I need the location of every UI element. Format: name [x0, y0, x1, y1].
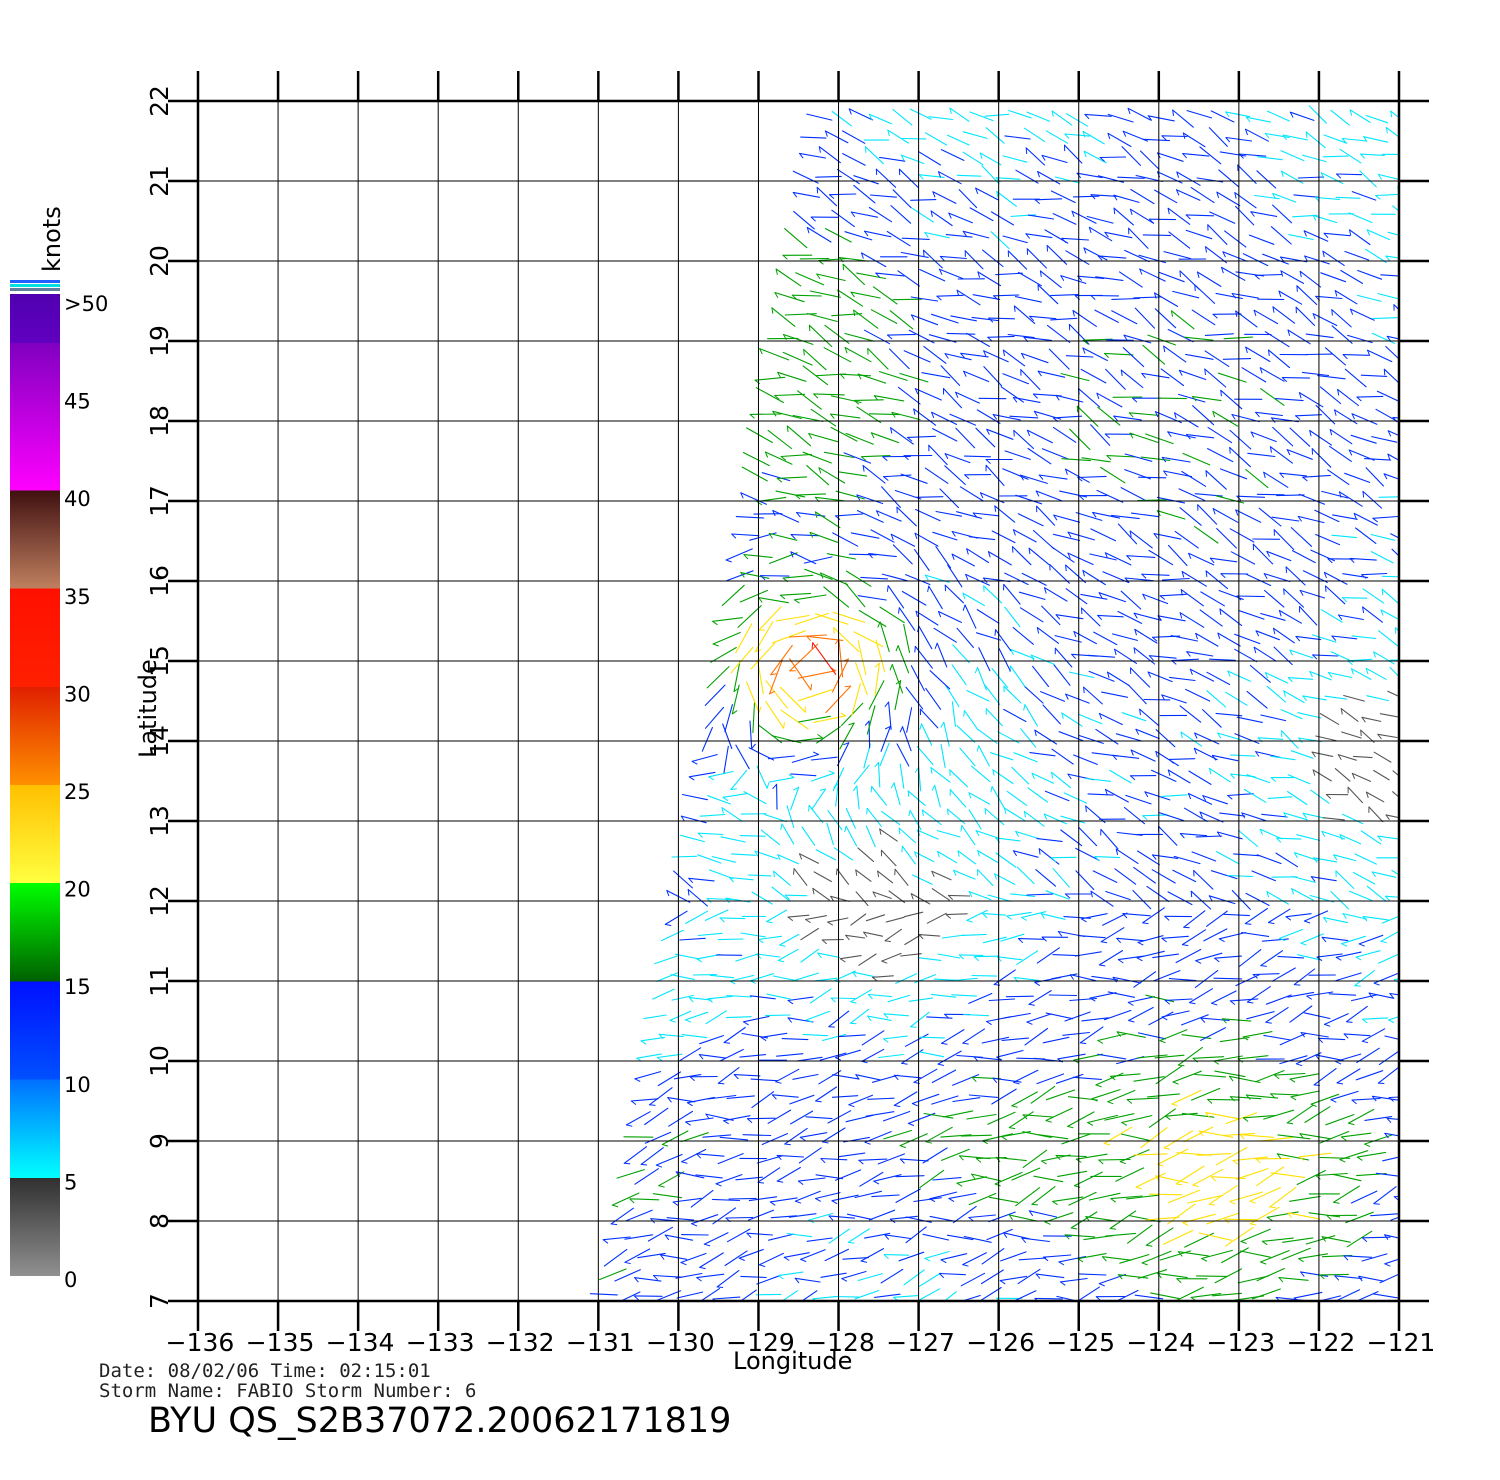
- lon-tick-label-2: −134: [326, 1328, 395, 1357]
- lat-tick-label-12: 19: [145, 325, 174, 357]
- colorbar-label-0: >50: [64, 292, 108, 316]
- lat-tick-label-3: 10: [145, 1045, 174, 1077]
- wind-vector-field: [589, 105, 1399, 1301]
- lon-tick-label-11: −125: [1046, 1328, 1115, 1357]
- lon-tick-label-7: −129: [726, 1328, 795, 1357]
- lon-tick-label-15: −121: [1367, 1328, 1436, 1357]
- lat-tick-label-10: 17: [145, 485, 174, 517]
- lon-tick-label-14: −122: [1287, 1328, 1356, 1357]
- colorbar-label-2: 40: [64, 487, 91, 511]
- colorbar-label-4: 30: [64, 682, 91, 706]
- storm-info-line: Storm Name: FABIO Storm Number: 6: [99, 1380, 477, 1402]
- latitude-tick-labels: 7 8 9 10 11 12 13 14 15 16 17 18 19 20 21 22: [145, 85, 174, 1309]
- lon-tick-label-9: −127: [886, 1328, 955, 1357]
- lon-tick-label-8: −128: [806, 1328, 875, 1357]
- colorbar-label-7: 15: [64, 975, 91, 999]
- lon-tick-label-10: −126: [966, 1328, 1035, 1357]
- lat-tick-label-0: 7: [145, 1293, 174, 1309]
- colorbar-label-10: 0: [64, 1268, 77, 1292]
- lat-tick-label-9: 16: [145, 565, 174, 597]
- colorbar-label-1: 45: [64, 390, 91, 414]
- lat-tick-label-14: 21: [145, 165, 174, 197]
- lat-tick-label-4: 11: [145, 965, 174, 997]
- colorbar-label-3: 35: [64, 585, 91, 609]
- lat-tick-label-11: 18: [145, 405, 174, 437]
- lon-tick-label-3: −133: [406, 1328, 475, 1357]
- lat-tick-label-15: 22: [145, 85, 174, 117]
- lat-tick-label-13: 20: [145, 245, 174, 277]
- lon-tick-label-5: −131: [566, 1328, 635, 1357]
- y-axis-title: Latitude: [134, 659, 162, 758]
- plot-frame: [196, 99, 1401, 1303]
- axis-ticks: [168, 71, 1429, 1331]
- lat-tick-label-5: 12: [145, 885, 174, 917]
- date-time-line: Date: 08/02/06 Time: 02:15:01: [99, 1360, 431, 1382]
- lon-tick-label-4: −132: [486, 1328, 555, 1357]
- lat-tick-label-1: 8: [145, 1213, 174, 1229]
- colorbar-label-9: 5: [64, 1170, 77, 1194]
- lon-tick-label-6: −130: [646, 1328, 715, 1357]
- colorbar-unit-label: knots: [38, 206, 66, 272]
- lat-tick-label-2: 9: [145, 1133, 174, 1149]
- lat-tick-label-7: 14: [145, 725, 174, 757]
- colorbar-label-8: 10: [64, 1073, 91, 1097]
- lat-tick-label-6: 13: [145, 805, 174, 837]
- colorbar-label-6: 20: [64, 878, 91, 902]
- product-id: BYU QS_S2B37072.20062171819: [148, 1401, 731, 1441]
- lat-tick-label-8: 15: [145, 645, 174, 677]
- x-axis-title: Longitude: [733, 1347, 852, 1375]
- longitude-tick-labels: −136 −135 −134 −133 −132 −131 −130 −129 −128 −127…: [166, 1328, 1436, 1357]
- colorbar: knots >50 45 40 35 30 25 20 15 10 5 0: [10, 206, 108, 1292]
- colorbar-gradient: [10, 294, 60, 1276]
- lon-tick-label-0: −136: [166, 1328, 235, 1357]
- colorbar-label-5: 25: [64, 780, 91, 804]
- lon-tick-label-13: −123: [1207, 1328, 1276, 1357]
- lon-tick-label-12: −124: [1126, 1328, 1195, 1357]
- lon-tick-label-1: −135: [246, 1328, 315, 1357]
